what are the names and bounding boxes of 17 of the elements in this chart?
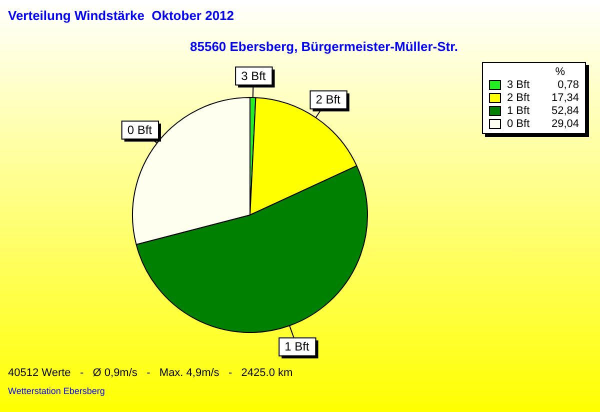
chart-subtitle: 85560 Ebersberg, Bürgermeister-Müller-Str. bbox=[190, 39, 458, 54]
slice-label: 3 Bft bbox=[241, 68, 266, 83]
slice-label: 0 Bft bbox=[127, 122, 153, 137]
data-label: 52,84 bbox=[550, 104, 579, 116]
legend-label: 0 Bft bbox=[507, 118, 531, 130]
data-label: 0,78 bbox=[556, 78, 579, 90]
data-label: 29,04 bbox=[550, 118, 579, 130]
slice-label: 1 Bft bbox=[284, 340, 310, 354]
text: Wetterstation Ebersberg bbox=[8, 386, 105, 396]
legend-label: 1 Bft bbox=[507, 104, 531, 116]
chart-title: Verteilung Windstärke Oktober 2012 bbox=[8, 8, 234, 23]
legend-label: 2 Bft bbox=[507, 92, 531, 104]
text: 40512 Werte - Ø 0,9m/s - Max. 4,9m/s - 2425.0 km bbox=[8, 367, 293, 379]
slice-label: 2 Bft bbox=[316, 92, 342, 107]
data-label: 17,34 bbox=[550, 92, 579, 104]
legend-title: % bbox=[554, 66, 566, 78]
legend-label: 3 Bft bbox=[507, 78, 531, 90]
